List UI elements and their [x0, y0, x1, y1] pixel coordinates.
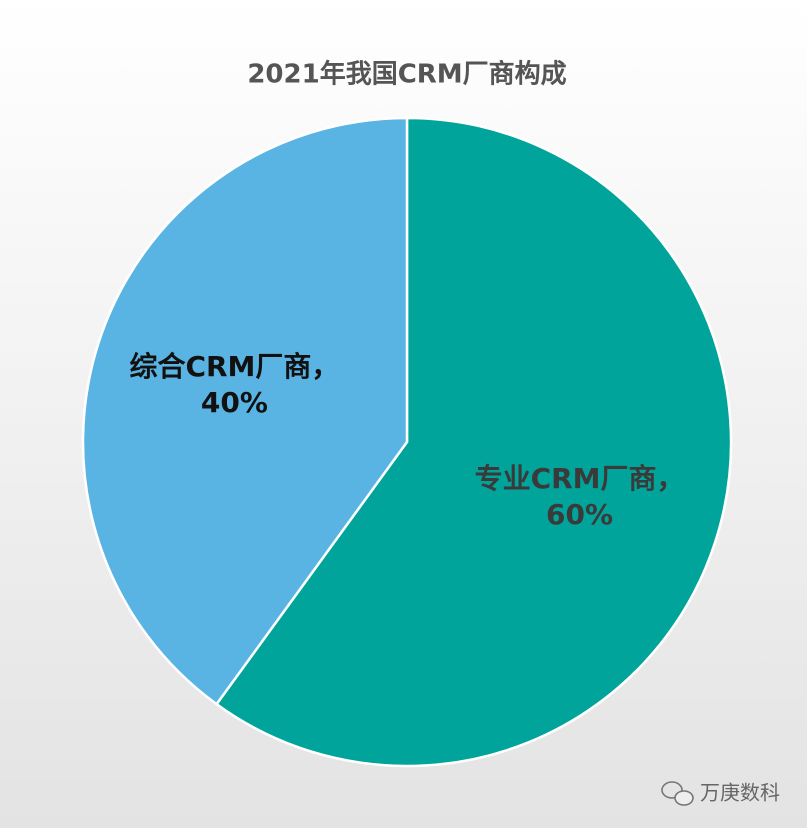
- value-label: 60%: [546, 498, 613, 531]
- value-label: 40%: [201, 386, 268, 419]
- pie-slice: [81, 116, 409, 706]
- watermark-icon: [661, 781, 694, 806]
- pie-slice: [214, 116, 733, 768]
- watermark: 万庚数科: [700, 781, 780, 805]
- slice-label: 专业CRM厂商，: [475, 462, 685, 495]
- slice-label: 综合CRM厂商，: [129, 350, 339, 383]
- chart-title: 2021年我国CRM厂商构成: [247, 59, 566, 90]
